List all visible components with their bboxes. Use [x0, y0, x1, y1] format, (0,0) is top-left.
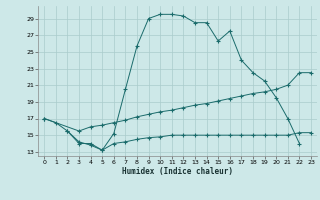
X-axis label: Humidex (Indice chaleur): Humidex (Indice chaleur)	[122, 167, 233, 176]
